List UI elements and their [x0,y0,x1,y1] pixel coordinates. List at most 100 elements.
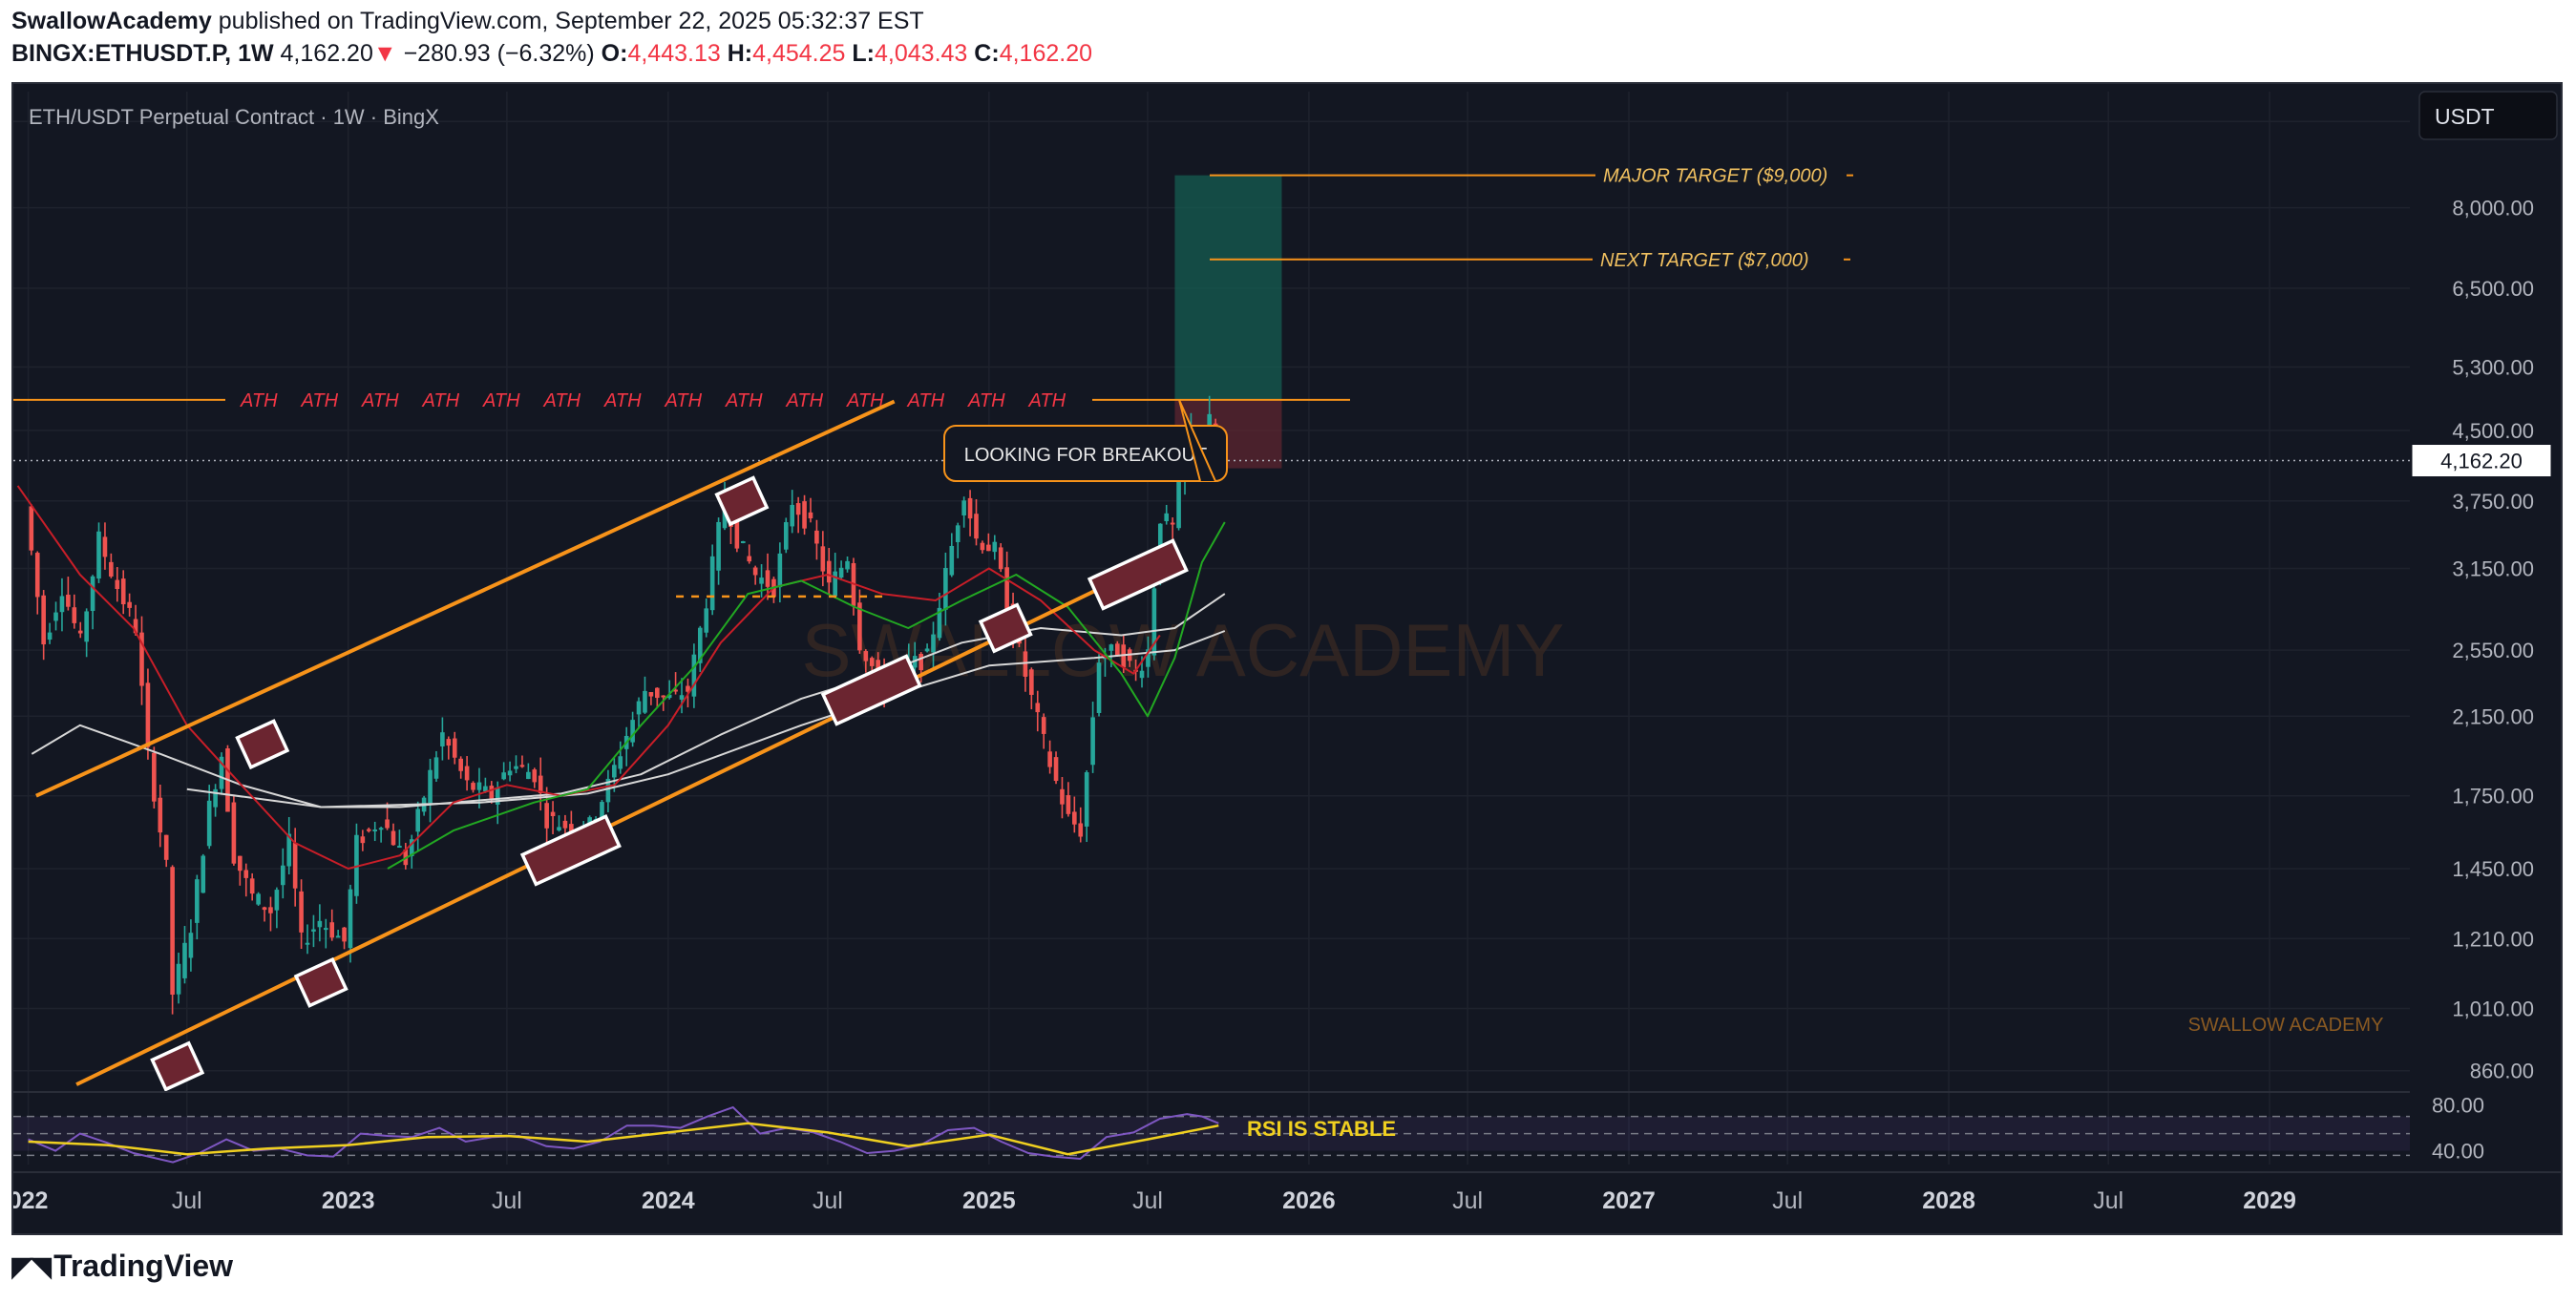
ath-label: ATH [422,390,460,411]
ath-label: ATH [967,390,1005,411]
ath-label: ATH [725,390,763,411]
published-text: published on TradingView.com, September … [218,8,924,34]
candle-up [716,521,721,571]
candle-down [538,775,543,793]
channel-upper-line [35,399,896,798]
candle-up [961,500,966,515]
currency-button-bg [2418,91,2558,140]
candle-down [550,811,556,817]
candle-down [1078,823,1084,837]
x-tick-label: 022 [13,1187,48,1214]
target-label: MAJOR TARGET ($9,000) [1603,166,1827,187]
candle-down [139,632,144,686]
candle-down [544,803,549,829]
candle-up [440,732,445,746]
candle-down [814,530,819,544]
x-tick-label: Jul [813,1187,843,1214]
y-tick-label: 3,150.00 [2452,556,2534,580]
candle-up [47,632,53,640]
candle-up [507,770,513,776]
chart-frame[interactable]: SWALLOW ACADEMY MAJOR TARGET ($9,000) NEXT… [11,82,2563,1235]
touch-box-rect [150,1040,205,1092]
candle-down [655,687,660,699]
x-tick-label: 2025 [962,1187,1016,1214]
candle-down [1053,757,1059,782]
candle-up [783,522,789,550]
candle-down [41,595,46,645]
candle-down [249,878,255,894]
candle-up [182,942,187,978]
touch-box-rect [235,719,290,770]
current-price-label: 4,162.20 [2440,450,2523,473]
candle-up [679,695,685,700]
candle-down [238,855,243,872]
candle-down [752,567,758,576]
candle-down [243,870,249,878]
candle-down [366,829,371,831]
candle-up [348,889,353,949]
candle-up [709,556,715,611]
channel-touch-box [235,719,290,770]
candle-up [90,576,95,612]
candle-down [489,786,495,799]
candle-down [1004,567,1009,611]
candle-up [1146,649,1151,667]
tradingview-logo-icon: ◤◥ [11,1251,52,1283]
candle-down [158,797,163,833]
channel-touch-box [978,602,1033,654]
candle-up [206,800,212,847]
close-value: 4,162.20 [999,40,1093,67]
candle-up [256,893,261,905]
touch-box-rect [820,654,922,726]
high-value: 4,454.25 [752,40,846,67]
x-tick-label: Jul [2093,1187,2123,1214]
candle-up [790,504,795,527]
author-name[interactable]: SwallowAcademy [11,8,212,34]
candle-up [409,839,414,856]
candle-down [532,769,538,783]
candle-up [201,855,206,893]
candle-down [918,654,923,671]
candle-down [262,907,267,911]
candle-up [618,756,623,769]
candle-down [673,689,678,692]
price-chart[interactable]: SWALLOW ACADEMY MAJOR TARGET ($9,000) NEXT… [13,84,2561,1233]
ath-label: ATH [846,390,884,411]
channel-touch-box [714,475,770,527]
candle-up [1176,472,1181,529]
candle-down [152,752,157,802]
chart-title: ETH/USDT Perpetual Contract · 1W · BingX [29,105,439,129]
candle-up [84,611,89,642]
currency-button-label: USDT [2435,104,2495,129]
target-zone [1174,175,1282,401]
candle-down [1035,703,1041,713]
candle-up [397,846,402,849]
x-tick-label: Jul [172,1187,202,1214]
candle-up [415,808,421,832]
candle-up [59,596,65,613]
candle-up [557,827,561,830]
candle-up [605,778,611,803]
candle-up [838,567,844,578]
candle-down [661,695,666,698]
candle-down [1170,522,1175,525]
candle-up [600,802,604,820]
callout-pointer [1178,399,1216,482]
candle-down [519,765,525,767]
candle-down [808,512,813,519]
candle-down [72,607,77,623]
tradingview-logo[interactable]: ◤◥ TradingView [11,1249,233,1284]
candle-up [937,607,942,639]
ath-label: ATH [1028,390,1066,411]
candle-up [96,531,101,579]
candle-up [704,608,709,633]
candle-up [777,553,783,588]
candle-up [630,720,635,743]
ma-white-2-line [186,630,1226,808]
candle-up [433,757,439,779]
candle-down [820,546,826,572]
candle-up [1090,717,1095,766]
candle-down [857,602,862,651]
currency-button[interactable]: USDT [2418,91,2558,140]
candle-down [385,819,390,829]
